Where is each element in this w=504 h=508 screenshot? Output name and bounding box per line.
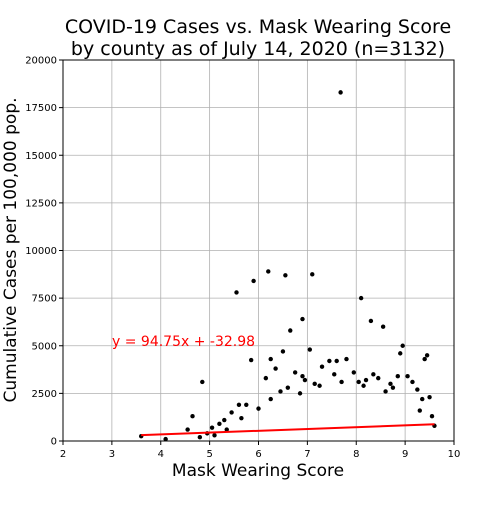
x-tick-label: 3 bbox=[109, 449, 115, 460]
data-point bbox=[327, 358, 332, 364]
data-point bbox=[420, 396, 425, 402]
data-point bbox=[239, 415, 244, 421]
data-point bbox=[280, 349, 286, 354]
chart-title-line-1: COVID-19 Cases vs. Mask Wearing Score bbox=[65, 16, 451, 38]
data-point bbox=[224, 427, 229, 432]
y-tick-label: 5000 bbox=[32, 341, 57, 352]
data-point bbox=[334, 358, 339, 364]
data-point bbox=[302, 377, 308, 383]
data-point bbox=[268, 356, 273, 362]
y-tick-label: 0 bbox=[51, 437, 57, 448]
data-point bbox=[212, 433, 217, 438]
data-point bbox=[383, 389, 388, 394]
x-tick-label: 6 bbox=[255, 449, 261, 460]
data-point bbox=[371, 372, 376, 377]
data-point bbox=[398, 351, 403, 356]
data-point bbox=[351, 370, 357, 375]
data-point bbox=[283, 273, 288, 278]
data-point bbox=[395, 374, 400, 379]
data-point bbox=[363, 377, 369, 383]
data-point bbox=[292, 370, 298, 375]
data-point bbox=[356, 379, 361, 385]
data-point bbox=[251, 278, 256, 284]
data-point bbox=[273, 366, 278, 371]
data-point bbox=[278, 389, 283, 394]
data-point bbox=[376, 375, 381, 381]
x-tick-label: 8 bbox=[353, 449, 359, 460]
data-point bbox=[338, 90, 343, 95]
data-point bbox=[190, 414, 195, 419]
x-tick-label: 2 bbox=[60, 449, 66, 460]
data-point bbox=[217, 421, 222, 427]
data-point bbox=[256, 406, 261, 411]
axis-ticks: 2 3 4 5 6 7 8 9 10 0 2500 5000 7500 10000 12500 15000 17… bbox=[25, 56, 460, 461]
data-point bbox=[300, 316, 305, 322]
x-tick-label: 4 bbox=[158, 449, 164, 460]
x-tick-label: 9 bbox=[402, 449, 408, 460]
data-point bbox=[185, 427, 190, 432]
data-points bbox=[139, 90, 437, 442]
data-point bbox=[266, 269, 271, 274]
data-point bbox=[229, 410, 234, 415]
data-point bbox=[236, 402, 242, 408]
data-point bbox=[209, 425, 215, 430]
x-axis-label: Mask Wearing Score bbox=[172, 461, 344, 481]
data-point bbox=[400, 343, 405, 348]
data-point bbox=[339, 379, 344, 385]
data-point bbox=[388, 381, 393, 387]
data-point bbox=[285, 385, 291, 390]
y-tick-label: 2500 bbox=[32, 389, 57, 400]
data-point bbox=[415, 387, 420, 392]
x-tick-label: 7 bbox=[304, 449, 310, 460]
data-point bbox=[317, 383, 322, 388]
y-tick-label: 10000 bbox=[25, 246, 57, 257]
data-point bbox=[424, 353, 430, 358]
regression-line-group bbox=[141, 423, 435, 437]
data-point bbox=[300, 374, 305, 379]
y-tick-label: 20000 bbox=[25, 56, 57, 67]
data-point bbox=[332, 372, 337, 377]
data-point bbox=[319, 364, 325, 369]
data-point bbox=[361, 383, 366, 388]
data-point bbox=[288, 328, 293, 333]
data-point bbox=[297, 391, 303, 396]
x-tick-label: 10 bbox=[448, 449, 461, 460]
data-point bbox=[368, 318, 374, 324]
y-tick-label: 15000 bbox=[25, 151, 57, 162]
data-point bbox=[427, 394, 432, 400]
data-point bbox=[200, 379, 205, 385]
x-tick-label: 5 bbox=[206, 449, 212, 460]
data-point bbox=[310, 272, 315, 277]
y-tick-label: 12500 bbox=[25, 198, 57, 209]
data-point bbox=[268, 396, 273, 402]
data-point bbox=[390, 385, 396, 390]
data-point bbox=[222, 417, 227, 423]
data-point bbox=[163, 436, 168, 442]
data-point bbox=[197, 434, 203, 440]
y-tick-label: 17500 bbox=[25, 103, 57, 114]
data-point bbox=[244, 402, 249, 408]
y-tick-label: 7500 bbox=[32, 294, 57, 305]
data-point bbox=[429, 414, 435, 419]
data-point bbox=[405, 374, 410, 379]
data-point bbox=[380, 324, 386, 329]
data-point bbox=[263, 375, 269, 381]
chart-title-line-2: by county as of July 14, 2020 (n=3132) bbox=[71, 38, 445, 60]
data-point bbox=[307, 347, 313, 352]
data-point bbox=[344, 356, 349, 362]
y-axis-label: Cumulative Cases per 100,000 pop. bbox=[1, 97, 21, 402]
fit-equation-label: y = 94.75x + -32.98 bbox=[112, 334, 255, 350]
data-point bbox=[410, 379, 415, 385]
data-point bbox=[422, 356, 427, 362]
data-point bbox=[234, 290, 239, 295]
data-point bbox=[358, 295, 364, 301]
regression-line bbox=[141, 423, 435, 437]
data-point bbox=[248, 357, 254, 363]
data-point bbox=[312, 381, 317, 387]
data-point bbox=[417, 408, 422, 413]
